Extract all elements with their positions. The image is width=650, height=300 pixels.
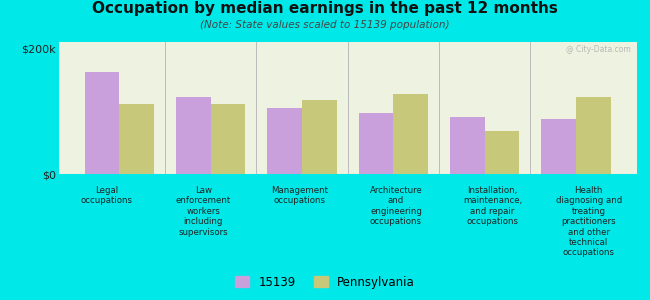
Text: Health
diagnosing and
treating
practitioners
and other
technical
occupations: Health diagnosing and treating practitio…	[556, 186, 622, 257]
Text: Management
occupations: Management occupations	[271, 186, 328, 206]
Bar	[450, 117, 485, 174]
Bar	[211, 103, 246, 174]
Text: Occupation by median earnings in the past 12 months: Occupation by median earnings in the pas…	[92, 2, 558, 16]
Legend: 15139, Pennsylvania: 15139, Pennsylvania	[233, 273, 417, 291]
Text: Legal
occupations: Legal occupations	[81, 186, 133, 206]
Bar	[359, 113, 393, 174]
Text: (Note: State values scaled to 15139 population): (Note: State values scaled to 15139 popu…	[200, 20, 450, 29]
Bar	[541, 119, 576, 174]
Bar	[84, 71, 120, 174]
Text: @ City-Data.com: @ City-Data.com	[566, 45, 631, 54]
Bar	[120, 103, 154, 174]
Text: Architecture
and
engineering
occupations: Architecture and engineering occupations	[370, 186, 422, 226]
Text: Law
enforcement
workers
including
supervisors: Law enforcement workers including superv…	[176, 186, 231, 237]
Bar	[267, 108, 302, 174]
Bar	[302, 100, 337, 174]
Bar	[176, 97, 211, 174]
Bar	[393, 94, 428, 174]
Text: Installation,
maintenance,
and repair
occupations: Installation, maintenance, and repair oc…	[463, 186, 522, 226]
Bar	[485, 131, 519, 174]
Bar	[576, 97, 611, 174]
